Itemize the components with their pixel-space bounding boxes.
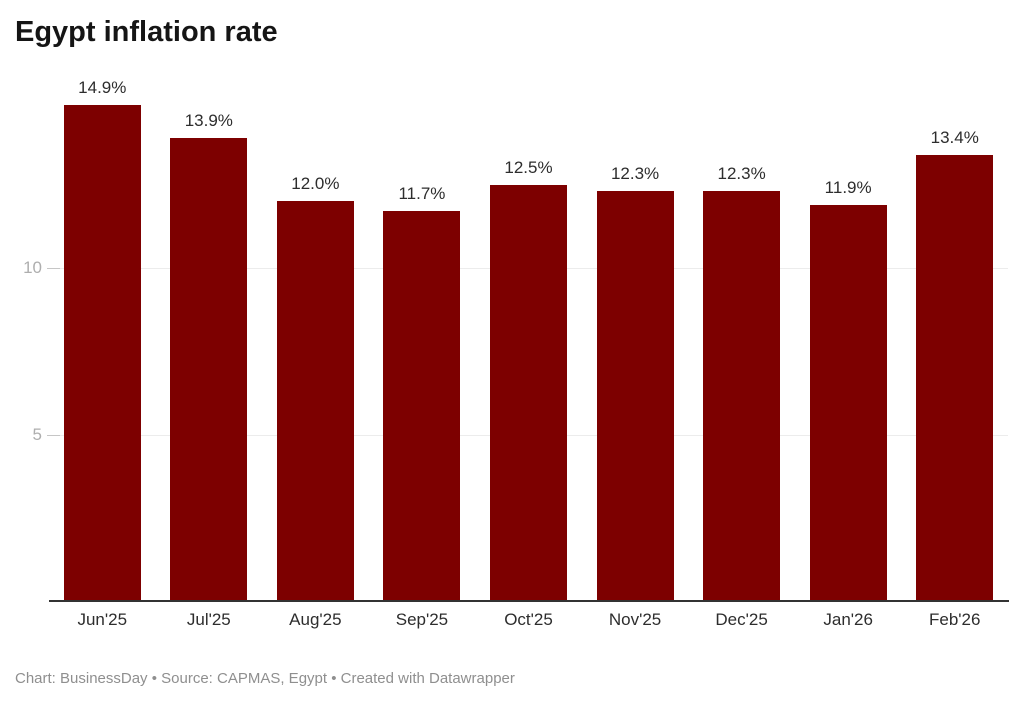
bar-value-label: 13.9% [184,111,233,130]
bar [703,191,781,601]
chart-footer: Chart: BusinessDay • Source: CAPMAS, Egy… [15,670,515,687]
bar-value-label: 11.7% [398,184,446,203]
y-tick [47,434,60,436]
bar [596,191,674,601]
y-axis-label: 5 [32,424,42,444]
bar-chart: 5 10 14.9% Jun'25 13.9% Jul'25 12.0% Aug'25 11.7… [23,78,1009,629]
chart-title: Egypt inflation rate [15,16,278,48]
bar [63,105,141,601]
y-axis-label: 10 [23,258,42,277]
y-tick [47,268,60,269]
bar [809,205,887,601]
bar-value-label: 14.9% [78,78,127,97]
bar [916,155,994,601]
bar [170,138,248,601]
bar-value-label: 12.5% [504,158,553,177]
x-axis-label: Nov'25 [608,610,662,629]
x-axis-label: Jul'25 [186,610,231,629]
x-axis-label: Sep'25 [395,610,449,629]
x-axis-label: Jan'26 [823,610,873,629]
bar-value-label: 11.9% [824,178,872,197]
x-axis-label: Jun'25 [77,610,128,629]
bar [276,201,354,601]
x-axis-label: Aug'25 [289,610,342,629]
bar [490,185,567,601]
bar-value-label: 12.0% [291,174,340,193]
x-axis-label: Feb'26 [928,610,981,629]
x-axis-label: Oct'25 [504,610,553,629]
x-axis-line [49,600,1009,602]
bar-value-label: 12.3% [717,164,766,183]
x-axis-label: Dec'25 [715,610,768,629]
bar-value-label: 13.4% [930,128,979,147]
bar-value-label: 12.3% [610,164,660,183]
bar [383,211,461,601]
